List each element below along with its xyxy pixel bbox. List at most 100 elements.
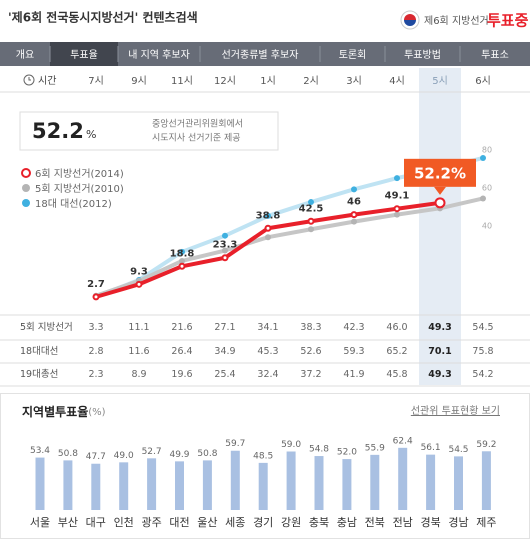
table-cell: 46.0: [386, 322, 407, 333]
legend-marker: [22, 184, 30, 192]
table-cell: 45.8: [386, 369, 407, 380]
bar: [147, 458, 157, 510]
legend-marker: [21, 168, 31, 178]
region-label: 인천: [114, 515, 134, 529]
point: [179, 248, 185, 255]
bar-label: 49.9: [169, 450, 189, 460]
legend-label: 18대 대선(2012): [35, 198, 112, 210]
tab-active: [50, 42, 118, 66]
callout-box: [404, 158, 476, 187]
page-title: '제6회 전국동시지방선거' 컨텐츠검색: [8, 10, 198, 25]
data-label: 49.1: [385, 191, 410, 202]
tab[interactable]: 선거종류별 후보자: [222, 49, 299, 61]
data-label: 2.7: [87, 279, 105, 290]
tab[interactable]: 투표율: [70, 49, 98, 61]
region-label: 충남: [337, 516, 357, 529]
table-cell: 26.4: [171, 346, 192, 357]
title-text: 지역별투표율: [22, 404, 88, 419]
bar-label: 53.4: [30, 446, 50, 456]
callout-pointer: [434, 186, 446, 195]
y-tick-label: 60: [482, 184, 492, 193]
y-tick-label: 40: [482, 222, 492, 231]
clock-icon: [23, 74, 35, 86]
point: [480, 195, 486, 202]
logo-text: 제6회 지방선거: [424, 15, 489, 27]
bar-label: 47.7: [86, 452, 106, 462]
tab[interactable]: 투표방법: [404, 49, 441, 61]
tab[interactable]: 토론회: [339, 49, 367, 61]
table-cell: 2.3: [88, 369, 103, 380]
table-cell: 54.5: [472, 322, 493, 333]
headline-box: [19, 111, 279, 151]
point: [394, 175, 400, 182]
table-cell: 45.3: [257, 346, 278, 357]
row-label: 18대대선: [20, 346, 58, 357]
table-cell: 37.2: [300, 369, 321, 380]
bar: [398, 447, 408, 510]
bar-label: 50.8: [58, 449, 78, 459]
point: [135, 280, 143, 288]
point: [265, 212, 271, 219]
region-label: 제주: [476, 516, 496, 529]
x-tick-label: 1시: [260, 75, 276, 87]
tab[interactable]: 내 지역 후보자: [128, 49, 190, 61]
data-label: 23.3: [213, 240, 238, 251]
point: [480, 154, 486, 161]
region-label: 전북: [365, 516, 385, 529]
bar-label: 59.0: [281, 440, 301, 450]
link[interactable]: 선관위 투표현황 보기: [411, 404, 500, 417]
bar-label: 54.8: [309, 445, 329, 455]
point: [393, 205, 401, 213]
headline-note: 중앙선거관리위원회에서: [152, 118, 243, 130]
region-label: 경북: [420, 516, 440, 529]
headline-value: 52.2: [32, 119, 84, 143]
point: [351, 218, 357, 225]
table-cell: 19.6: [171, 369, 192, 380]
bar: [119, 462, 129, 510]
point: [351, 186, 357, 193]
table-cell: 25.4: [214, 369, 235, 380]
tab[interactable]: 투표소: [481, 49, 509, 61]
bar: [202, 460, 212, 510]
table-cell: 32.4: [257, 369, 278, 380]
bar: [230, 450, 240, 510]
x-tick-label: 6시: [475, 75, 491, 87]
legend-label: 5회 지방선거(2010): [35, 183, 124, 195]
table-cell: 42.3: [343, 322, 364, 333]
region-label: 경기: [253, 516, 273, 529]
point: [222, 232, 228, 239]
headline-unit: %: [86, 128, 96, 141]
bar-label: 50.8: [197, 449, 217, 459]
table-cell: 70.1: [428, 346, 451, 357]
time-label: 시간: [38, 75, 56, 87]
x-tick-label: 11시: [171, 75, 193, 87]
data-label: 46: [347, 197, 361, 208]
table-cell: 38.3: [300, 322, 321, 333]
flag-icon: [400, 10, 420, 30]
bar: [35, 457, 45, 510]
bar: [258, 462, 268, 510]
bar-label: 54.5: [448, 445, 468, 455]
callout-label: 52.2%: [414, 164, 466, 182]
bar: [175, 461, 184, 510]
legend-marker: [22, 199, 30, 207]
bar-label: 59.2: [476, 440, 496, 450]
bar: [454, 456, 463, 510]
point: [307, 217, 315, 225]
y-tick-label: 80: [482, 146, 492, 155]
table-cell: 34.1: [257, 322, 278, 333]
point: [222, 247, 228, 254]
table-cell: 75.8: [472, 346, 493, 357]
bar-label: 59.7: [225, 439, 245, 449]
x-tick-label: 2시: [303, 75, 319, 87]
point: [434, 197, 446, 209]
row-label: 5회 지방선거: [20, 322, 73, 333]
tab[interactable]: 개요: [16, 49, 34, 61]
region-label: 경남: [448, 516, 468, 529]
table-cell: 3.3: [88, 322, 103, 333]
x-tick-label: 7시: [88, 75, 104, 87]
region-label: 대구: [86, 516, 106, 529]
bar: [91, 463, 101, 510]
bar-label: 52.7: [142, 447, 162, 457]
region-label: 세종: [225, 516, 245, 529]
